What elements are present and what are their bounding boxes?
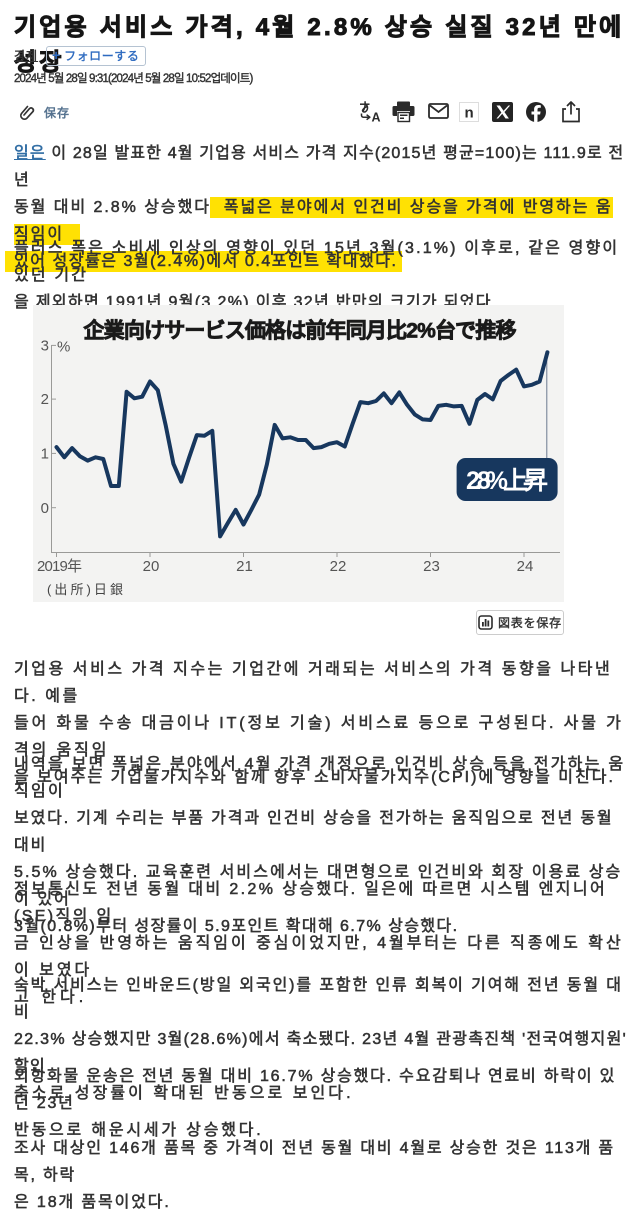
svg-text:2019年: 2019年: [37, 558, 82, 575]
svg-text:23: 23: [423, 558, 440, 575]
svg-text:22: 22: [330, 558, 347, 575]
svg-text:2: 2: [41, 391, 49, 408]
svg-text:21: 21: [236, 558, 253, 575]
svg-text:1: 1: [41, 446, 49, 463]
svg-text:3: 3: [41, 338, 49, 355]
svg-text:24: 24: [517, 558, 534, 575]
svg-text:%: %: [57, 339, 70, 356]
svg-text:企業向けサービス価格は前年同月比2%台で推移: 企業向けサービス価格は前年同月比2%台で推移: [83, 319, 517, 343]
svg-text:2.8%上昇: 2.8%上昇: [466, 467, 548, 495]
svg-text:20: 20: [143, 558, 160, 575]
svg-text:0: 0: [41, 500, 49, 517]
svg-text:A: A: [372, 111, 381, 125]
svg-text:n: n: [465, 105, 474, 122]
